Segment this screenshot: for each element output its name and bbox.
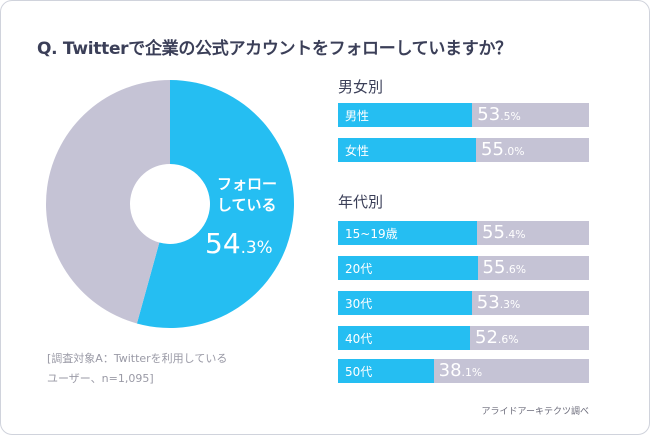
bar-value: 55.4% <box>482 222 526 243</box>
bar-row: 40代 52.6% <box>338 326 589 350</box>
bar-label: 40代 <box>345 332 373 346</box>
pie-value: 54.3% <box>205 227 273 260</box>
bar-fill <box>338 326 471 350</box>
gender-heading: 男女別 <box>338 78 384 96</box>
bar-value: 53.3% <box>476 292 521 313</box>
pie-slice-follow <box>136 80 295 329</box>
bar-row: 15~19歳 55.4% <box>338 221 589 245</box>
bar-label: 15~19歳 <box>345 227 398 241</box>
bar-label: 20代 <box>345 262 373 276</box>
bar-value: 38.1% <box>438 360 483 381</box>
bar-label: 女性 <box>345 144 370 158</box>
bar-row: 20代 55.6% <box>338 256 589 280</box>
pie-slice-other <box>46 80 170 324</box>
pie-label-line2: している <box>217 196 277 214</box>
bar-row: 女性 55.0% <box>338 138 589 162</box>
bar-fill <box>338 103 473 127</box>
source-credit: アライドアーキテクツ調べ <box>481 407 589 417</box>
chart-title: Q. Twitterで企業の公式アカウントをフォローしていますか？ <box>37 39 512 59</box>
bar-value: 55.0% <box>481 139 525 160</box>
bar-row: 男性 53.5% <box>338 103 589 127</box>
survey-note: [調査対象A：Twitterを利用している ユーザー、n=1,095] <box>47 352 228 385</box>
bar-value: 55.6% <box>482 257 527 278</box>
bar-value: 53.5% <box>477 104 521 125</box>
pie-label-line1: フォロー <box>217 175 278 193</box>
bar-fill <box>338 256 478 280</box>
bar-fill <box>338 359 434 383</box>
bar-row: 50代 38.1% <box>338 359 589 383</box>
bar-value: 52.6% <box>475 327 519 348</box>
bar-fill <box>338 138 477 162</box>
bar-label: 30代 <box>345 297 373 311</box>
age-heading: 年代別 <box>338 193 384 211</box>
bar-label: 50代 <box>345 365 373 379</box>
bar-label: 男性 <box>345 109 370 123</box>
bar-row: 30代 53.3% <box>338 291 589 315</box>
bar-fill <box>338 221 478 245</box>
bar-fill <box>338 291 472 315</box>
